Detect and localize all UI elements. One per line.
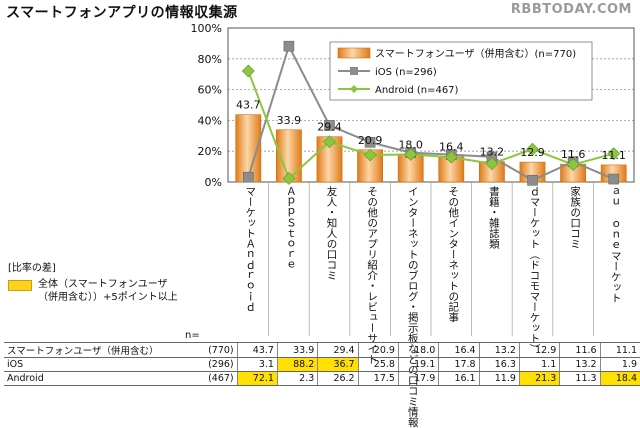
row-label: スマートフォンユーザ（併用含む） (4, 342, 191, 358)
table-row: iOS (296) 3.1 88.2 36.7 25.8 19.1 17.8 16.3 1.1 13… (4, 357, 640, 372)
legend-entry: iOS (n=296) (375, 67, 437, 78)
category-label: 家族の口コミ (569, 186, 582, 249)
category-label: その他インターネットの記事 (447, 186, 460, 323)
bar-data-label: 33.9 (277, 114, 302, 127)
ios-point (364, 136, 376, 148)
android-point (485, 157, 499, 171)
ios-point (608, 173, 620, 185)
table-cell: 13.2 (559, 357, 601, 372)
table-cell: 33.9 (276, 342, 318, 358)
legend-entry: Android (n=467) (375, 85, 459, 96)
bar-data-label: 29.4 (317, 121, 342, 134)
table-cell: 1.1 (518, 357, 560, 372)
chart: 0% 20% 40% 60% 80% 100% 43.7 33.9 29.4 20.9 18.0 1… (191, 22, 635, 336)
table-cell: 43.7 (236, 342, 278, 358)
ios-point (324, 120, 335, 131)
table-cell: 17.9 (397, 371, 439, 386)
table-cell: 26.2 (317, 371, 359, 386)
android-line (247, 70, 614, 181)
category-label: マーケットＡｎｄｒｏｉｄ (244, 186, 257, 312)
row-label: Android (4, 371, 191, 386)
diff-legend-text: 全体（スマートフォンユーザ（併用含む））+5ポイント以上 (38, 279, 178, 303)
category-label: 友人・知人の口コミ (325, 186, 338, 281)
watermark: RBBTODAY.COM (510, 2, 632, 17)
table-cell: 25.8 (357, 357, 399, 372)
android-point (323, 135, 336, 149)
table-cell: 13.2 (478, 342, 520, 358)
ios-point (283, 40, 295, 52)
bar-data-label: 11.1 (601, 149, 626, 162)
table-cell: 16.1 (438, 371, 480, 386)
android-point (363, 148, 377, 162)
table-cell: 88.2 (276, 357, 318, 372)
table-row: スマートフォンユーザ（併用含む） (770) 43.7 33.9 29.4 20.9 18.… (4, 342, 640, 358)
bar-data-label: 16.4 (439, 141, 464, 154)
table-cell: 17.8 (438, 357, 480, 372)
y-tick-label: 20% (198, 145, 222, 158)
table-cell: 17.5 (357, 371, 399, 386)
table-cell: 19.1 (397, 357, 439, 372)
table-cell: 18.4 (599, 371, 640, 386)
y-tick-label: 80% (198, 53, 222, 66)
android-point (526, 142, 539, 156)
bar-data-label: 12.9 (520, 146, 545, 159)
y-tick-label: 60% (198, 84, 222, 97)
table-cell: 29.4 (317, 342, 359, 358)
android-point (444, 150, 458, 164)
table-row: Android (467) 72.1 2.3 26.2 17.5 17.9 16.1 11.9 2… (4, 371, 640, 386)
ios-line (247, 43, 615, 182)
y-tick-label: 0% (205, 176, 222, 189)
android-point (607, 147, 621, 161)
y-tick-label: 100% (191, 22, 222, 35)
highlight-swatch (8, 280, 32, 291)
android-point (282, 172, 296, 185)
y-tick-label: 40% (198, 114, 222, 127)
table-cell: 16.3 (478, 357, 520, 372)
bar-data-label: 13.2 (480, 146, 505, 159)
table-cell: 20.9 (357, 342, 399, 358)
ios-point (243, 171, 254, 183)
row-label: iOS (4, 357, 191, 372)
table-cell: 72.1 (236, 371, 278, 386)
bar-data-label: 11.6 (561, 148, 586, 161)
category-label: インターネットのブログ・掲示板などの口コミ情報 (406, 186, 419, 428)
table-cell: 11.3 (559, 371, 601, 386)
table-cell: 18.0 (397, 342, 439, 358)
diff-legend-header: [比率の差] (8, 263, 56, 274)
category-label: ＡｐｐＳｔｏｒｅ (284, 186, 297, 270)
category-label: ｄマーケット（ドコモマーケット） (528, 186, 541, 354)
table-cell: 36.7 (317, 357, 359, 372)
table-cell: 21.3 (518, 371, 560, 386)
bar-data-label: 18.0 (398, 138, 423, 151)
table-cell: 3.1 (236, 357, 278, 372)
bar-data-label: 43.7 (236, 99, 261, 112)
bar-data-label: 20.9 (358, 134, 383, 147)
android-point (241, 64, 255, 78)
row-n: (770) (190, 342, 238, 358)
legend-bar-swatch (337, 47, 371, 59)
ios-point (527, 175, 538, 186)
category-label: その他のアプリ紹介・レビューサイト (366, 186, 379, 365)
table-cell: 11.9 (478, 371, 520, 386)
legend-ios-marker (350, 67, 358, 75)
category-label: ａｕ ｏｎｅマーケット (609, 186, 622, 303)
page-title: スマートフォンアプリの情報収集源 (6, 5, 238, 21)
row-n: (296) (190, 357, 238, 372)
android-point (566, 158, 580, 172)
row-n: (467) (190, 371, 238, 386)
table-cell: 2.3 (276, 371, 318, 386)
category-label: 書籍・雑誌類 (487, 186, 500, 249)
table-cell: 11.1 (599, 342, 640, 358)
table-cell: 11.6 (559, 342, 601, 358)
n-header: n= (185, 330, 200, 341)
android-point (404, 148, 418, 161)
legend-box (329, 41, 593, 101)
data-table: スマートフォンユーザ（併用含む） (770) 43.7 33.9 29.4 20.9 18.… (4, 342, 640, 386)
table-cell: 1.9 (599, 357, 640, 372)
diff-legend: [比率の差] 全体（スマートフォンユーザ（併用含む））+5ポイント以上 (8, 262, 178, 304)
legend-entry: スマートフォンユーザ（併用含む）(n=770) (375, 47, 576, 60)
legend-android-marker (350, 85, 358, 93)
table-cell: 12.9 (518, 342, 560, 358)
table-cell: 16.4 (438, 342, 480, 358)
